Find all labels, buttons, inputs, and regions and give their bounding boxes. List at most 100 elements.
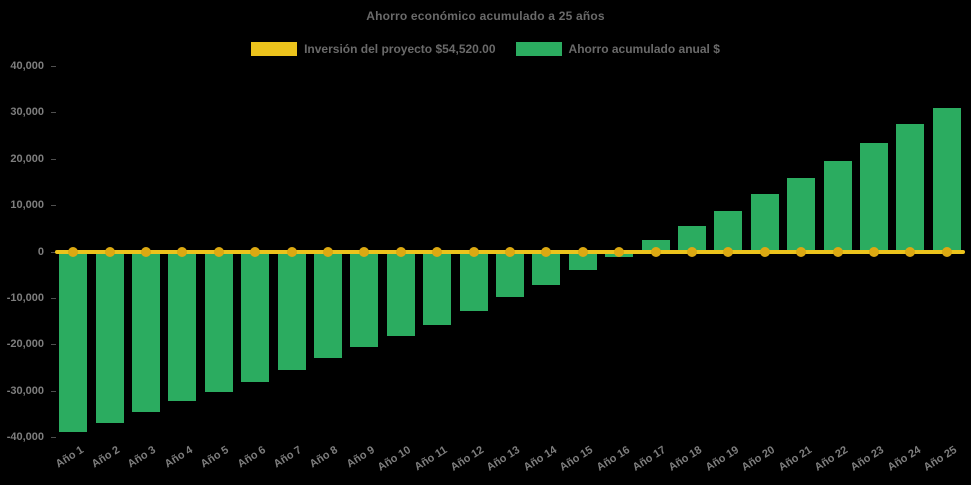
x-tick-label: Año 25	[921, 444, 960, 474]
line-marker	[941, 246, 952, 257]
x-tick-label: Año 6	[235, 444, 268, 471]
bar-año-3	[132, 251, 160, 412]
y-tick-label: -40,000	[6, 431, 44, 443]
x-tick-label: Año 9	[344, 444, 377, 471]
x-tick-label: Año 17	[630, 444, 668, 474]
y-tick-mark	[51, 251, 56, 253]
bar-año-12	[459, 251, 488, 311]
bar-año-7	[277, 251, 306, 371]
bar-año-11	[423, 251, 452, 326]
bar-año-1	[59, 251, 88, 432]
line-marker	[395, 246, 406, 257]
bar-año-25	[932, 107, 961, 252]
bar-año-22	[823, 160, 852, 252]
bar-año-8	[314, 251, 342, 359]
x-tick-label: Año 13	[484, 444, 523, 474]
bar-año-4	[168, 251, 197, 402]
x-tick-label: Año 18	[666, 444, 705, 474]
x-tick-label: Año 23	[848, 444, 887, 474]
x-tick-label: Año 5	[198, 444, 232, 471]
bar-año-5	[204, 251, 233, 392]
x-tick-label: Año 24	[885, 444, 923, 474]
y-tick-label: -30,000	[6, 384, 44, 397]
y-tick-mark	[51, 158, 56, 160]
y-tick-label: 0	[37, 245, 44, 258]
line-marker	[796, 246, 807, 257]
x-tick-label: Año 20	[739, 444, 778, 474]
bar-año-10	[386, 251, 415, 337]
bar-año-13	[496, 251, 524, 298]
y-tick-label: -20,000	[6, 338, 44, 351]
y-tick-mark	[51, 66, 56, 67]
bar-año-15	[568, 251, 597, 271]
legend-swatch-savings	[515, 42, 562, 56]
line-marker	[614, 246, 625, 257]
line-marker	[832, 246, 843, 257]
bar-año-20	[750, 194, 779, 252]
line-marker	[359, 246, 370, 257]
bar-año-9	[350, 251, 379, 348]
x-tick-label: Año 7	[271, 444, 304, 471]
legend-label-investment: Inversión del proyecto $54,520.00	[304, 42, 496, 56]
y-tick-label: 20,000	[10, 152, 44, 165]
x-tick-label: Año 8	[308, 444, 341, 471]
line-marker	[759, 246, 770, 257]
line-marker	[177, 246, 188, 257]
line-marker	[650, 246, 661, 257]
line-marker	[869, 246, 879, 257]
y-tick-mark	[51, 390, 56, 392]
x-tick-label: Año 21	[776, 444, 814, 474]
line-marker	[905, 246, 916, 257]
y-tick-label: -10,000	[6, 291, 44, 304]
y-tick-label: 30,000	[10, 106, 44, 119]
bar-año-6	[241, 251, 270, 382]
x-tick-label: Año 11	[412, 444, 450, 474]
y-tick-mark	[51, 297, 56, 299]
legend: Inversión del proyecto $54,520.00 Ahorro…	[0, 41, 971, 57]
x-tick-label: Año 19	[703, 444, 741, 474]
line-marker	[213, 246, 224, 257]
x-tick-label: Año 2	[89, 444, 122, 471]
x-tick-label: Año 16	[594, 444, 632, 474]
x-tick-label: Año 10	[375, 444, 414, 474]
legend-label-savings: Ahorro acumulado anual $	[568, 42, 720, 56]
line-marker	[723, 246, 734, 257]
legend-item-savings: Ahorro acumulado anual $	[515, 42, 720, 56]
y-tick-mark	[51, 205, 56, 207]
x-tick-label: Año 4	[162, 444, 195, 471]
line-marker	[141, 246, 151, 257]
x-tick-label: Año 1	[53, 444, 86, 471]
line-marker	[250, 246, 261, 257]
bar-año-2	[95, 251, 124, 423]
line-marker	[541, 246, 552, 257]
y-tick-label: 10,000	[10, 199, 44, 212]
bar-año-23	[860, 143, 888, 252]
line-marker	[323, 246, 333, 257]
legend-item-investment: Inversión del proyecto $54,520.00	[251, 42, 496, 56]
line-marker	[468, 246, 479, 257]
y-tick-mark	[51, 344, 56, 346]
line-marker	[104, 246, 115, 257]
x-tick-label: Año 3	[126, 444, 159, 471]
line-marker	[577, 246, 588, 257]
bar-año-24	[896, 124, 925, 252]
x-tick-label: Año 15	[557, 444, 596, 474]
y-tick-mark	[51, 437, 56, 438]
bar-año-17	[641, 240, 670, 252]
line-marker	[286, 246, 297, 257]
x-tick-label: Año 22	[812, 444, 850, 474]
bar-año-19	[714, 211, 743, 252]
line-marker	[68, 246, 79, 257]
chart-title: Ahorro económico acumulado a 25 años	[366, 9, 605, 23]
y-tick-mark	[51, 112, 56, 114]
x-tick-label: Año 12	[448, 444, 486, 474]
line-marker	[432, 246, 443, 257]
bar-año-21	[787, 177, 816, 252]
bar-año-14	[532, 251, 561, 285]
y-tick-label: 40,000	[10, 60, 44, 72]
line-marker	[687, 246, 697, 257]
legend-swatch-investment	[251, 42, 298, 56]
line-marker	[505, 246, 515, 257]
